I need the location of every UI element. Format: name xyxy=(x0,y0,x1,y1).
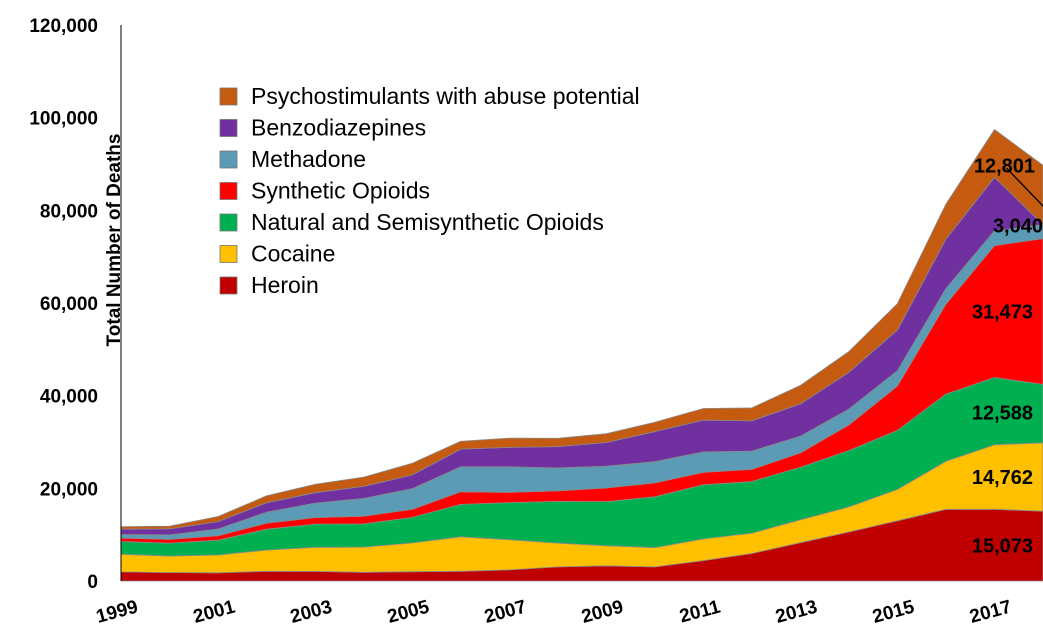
x-tick-label: 1999 xyxy=(94,597,140,628)
y-tick-label: 120,000 xyxy=(29,16,98,37)
x-tick-label: 2003 xyxy=(288,597,334,628)
x-tick-label: 2013 xyxy=(773,597,819,628)
y-tick-label: 100,000 xyxy=(29,109,98,130)
y-axis-label: Total Number of Deaths xyxy=(104,134,125,347)
area-psychostimulants-with-abuse-potential xyxy=(120,129,1043,530)
legend-label: Natural and Semisynthetic Opioids xyxy=(251,209,604,235)
data-label-methadone: 3,040 xyxy=(993,216,1043,238)
legend-label: Methadone xyxy=(251,146,366,172)
legend-swatch xyxy=(219,182,238,200)
legend-item-synthetic-opioids: Synthetic Opioids xyxy=(219,178,430,204)
data-label-synthetic-opioids: 31,473 xyxy=(972,302,1033,324)
y-tick-label: 60,000 xyxy=(40,294,98,315)
y-axis-ticks: 0 20,000 40,000 60,000 80,000 100,000 120,000 xyxy=(29,16,98,593)
legend-swatch xyxy=(219,119,238,137)
data-label-leader-line xyxy=(1006,167,1043,207)
data-labels: 15,073 14,762 12,588 31,473 3,040 12,801 xyxy=(972,155,1043,558)
legend-label: Synthetic Opioids xyxy=(251,178,430,204)
y-tick-label: 0 xyxy=(87,572,98,593)
x-tick-label: 2017 xyxy=(968,597,1014,628)
legend-item-cocaine: Cocaine xyxy=(219,241,335,267)
legend-item-natural-and-semisynthetic-opioids: Natural and Semisynthetic Opioids xyxy=(219,209,604,235)
area-series-group xyxy=(120,129,1043,582)
data-label-psychostimulants-with-abuse-potential: 12,801 xyxy=(974,155,1035,177)
legend-label: Heroin xyxy=(251,272,319,298)
x-tick-label: 2011 xyxy=(677,596,723,627)
x-tick-label: 2007 xyxy=(482,597,528,628)
x-tick-label: 2009 xyxy=(579,597,625,628)
legend-item-heroin: Heroin xyxy=(219,272,319,298)
x-tick-label: 2001 xyxy=(191,596,238,627)
data-label-cocaine: 14,762 xyxy=(972,467,1033,489)
legend-swatch xyxy=(219,276,238,295)
y-tick-label: 80,000 xyxy=(40,201,98,222)
x-tick-label: 2005 xyxy=(385,596,432,627)
legend-swatch xyxy=(219,87,238,106)
legend-swatch xyxy=(219,245,238,263)
legend-label: Cocaine xyxy=(251,241,335,267)
legend-item-benzodiazepines: Benzodiazepines xyxy=(219,115,426,141)
y-tick-label: 40,000 xyxy=(40,387,98,408)
x-axis-ticks: 1999 2001 2003 2005 2007 2009 2011 2013 2015 2017 xyxy=(94,596,1014,627)
legend-swatch xyxy=(219,213,238,232)
legend-label: Psychostimulants with abuse potential xyxy=(251,83,640,109)
legend: Psychostimulants with abuse potential Ben… xyxy=(219,83,640,298)
legend-item-methadone: Methadone xyxy=(219,146,366,172)
y-tick-label: 20,000 xyxy=(40,479,98,500)
data-label-natural-and-semisynthetic-opioids: 12,588 xyxy=(972,402,1033,424)
legend-label: Benzodiazepines xyxy=(251,115,426,141)
x-tick-label: 2015 xyxy=(870,596,917,627)
legend-item-psychostimulants-with-abuse-potential: Psychostimulants with abuse potential xyxy=(219,83,640,109)
data-label-heroin: 15,073 xyxy=(972,536,1033,558)
legend-swatch xyxy=(219,150,238,169)
